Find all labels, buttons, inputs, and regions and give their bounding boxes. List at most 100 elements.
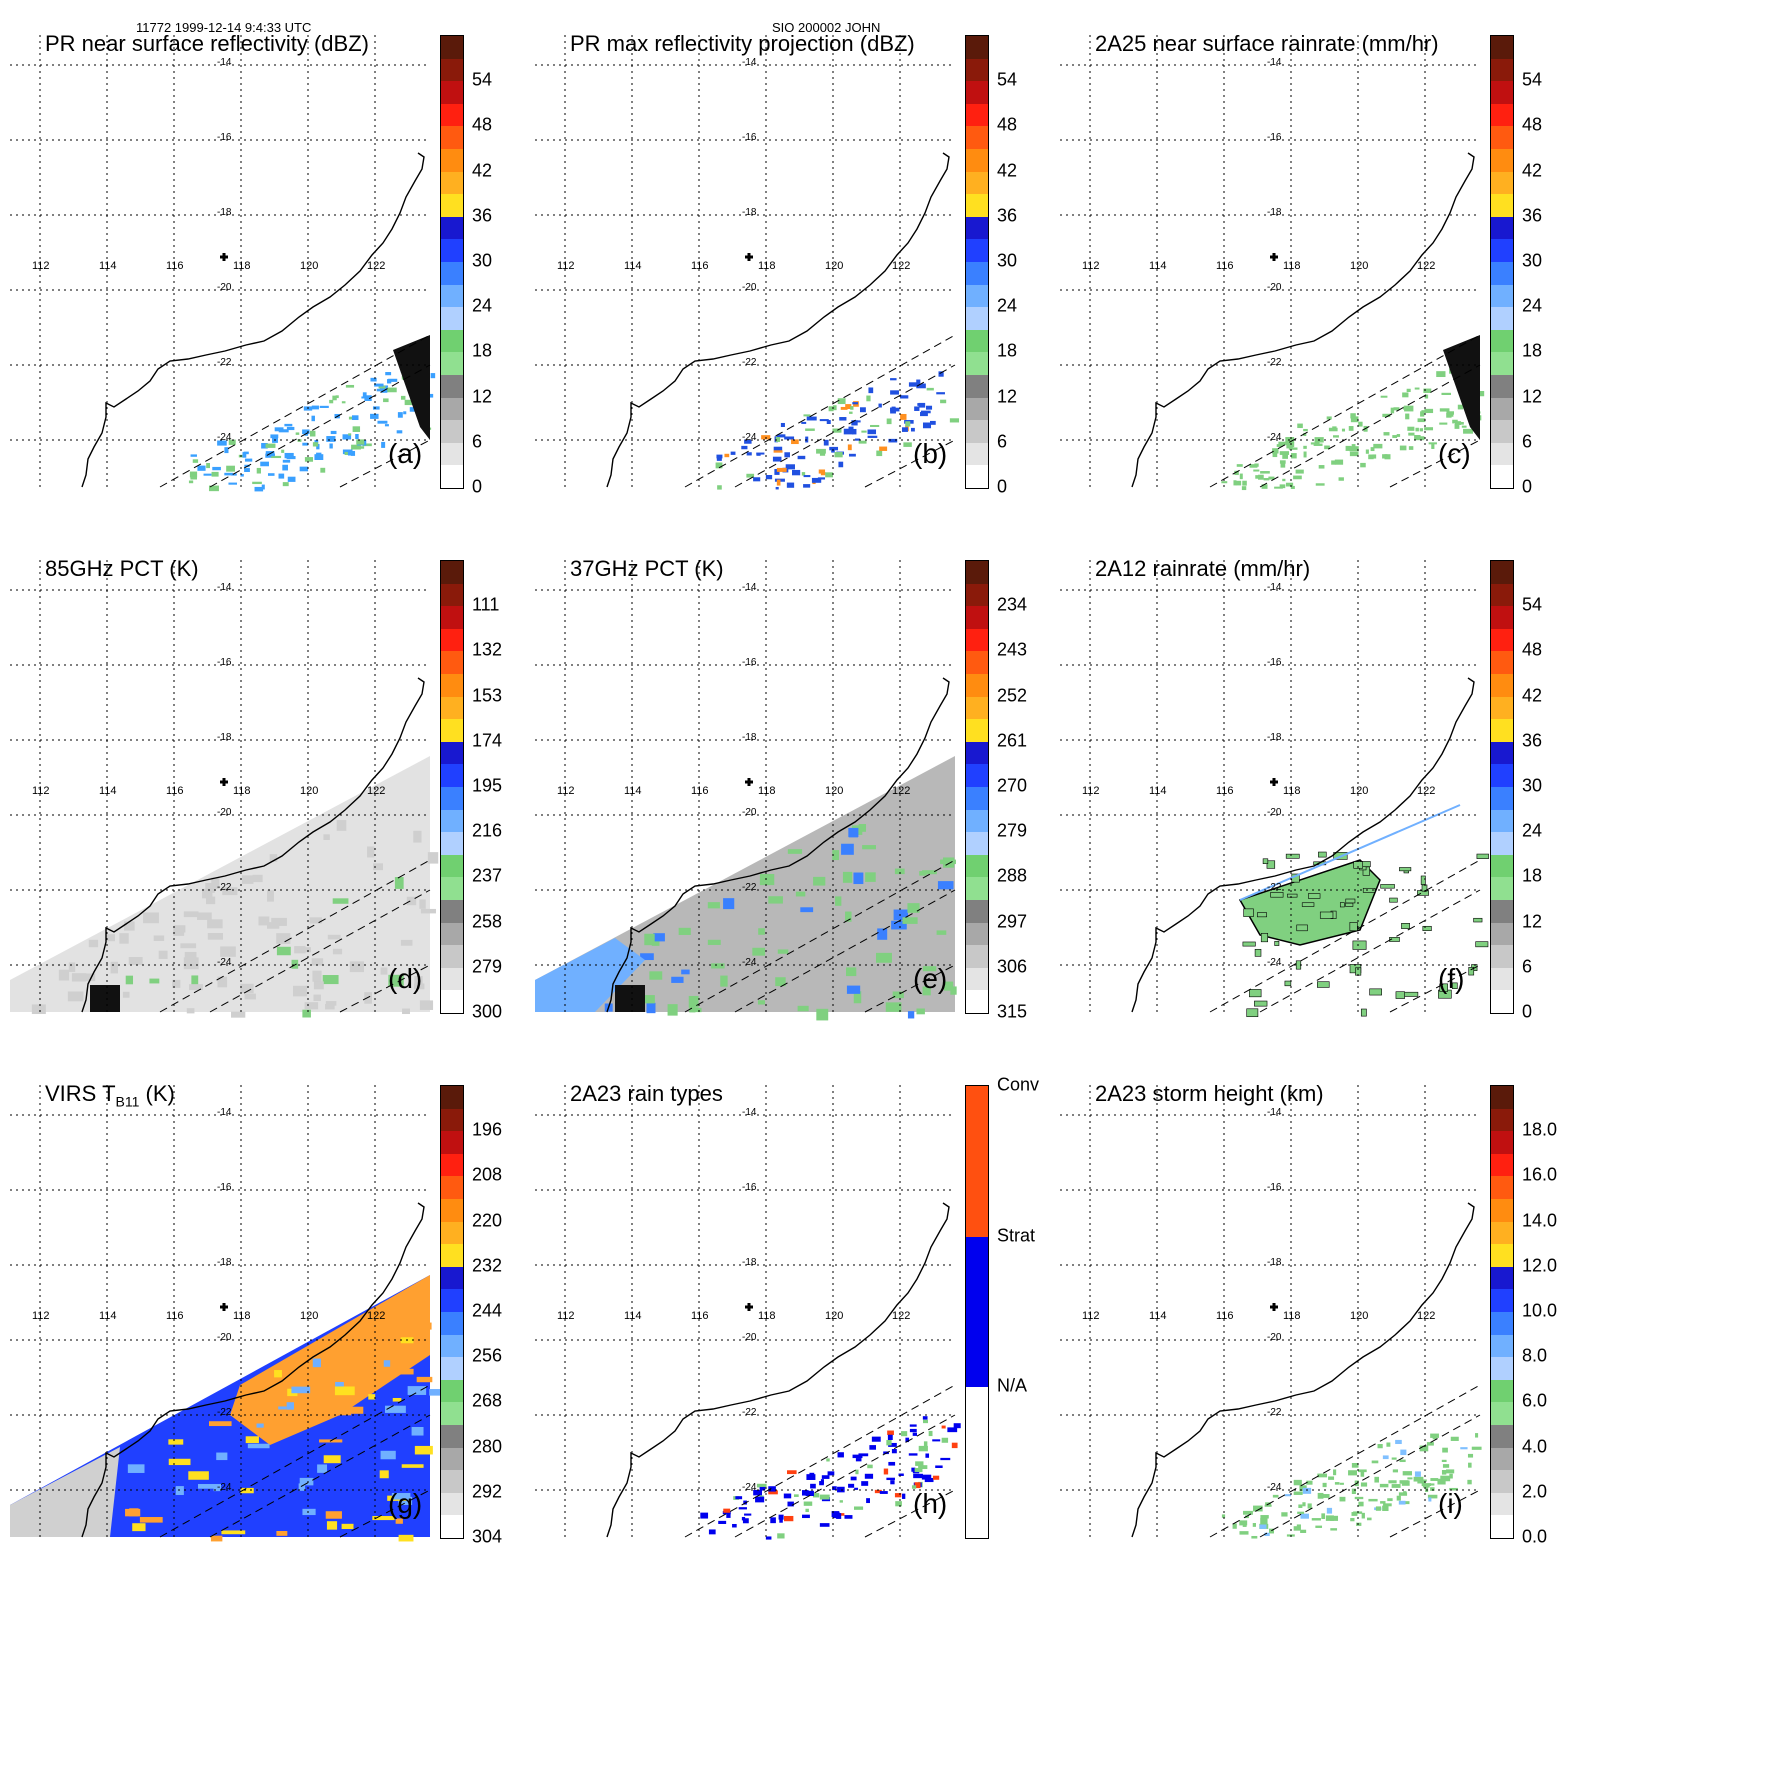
latitude-label: -14 [217, 1107, 232, 1118]
latitude-label: -18 [742, 207, 757, 218]
rain-pixel [1260, 1518, 1268, 1525]
tmi-pixel [853, 872, 864, 885]
tmi-pixel [419, 1000, 434, 1010]
rain-pixel [817, 477, 826, 480]
colorbar-segment [441, 1379, 463, 1403]
colorbar-segment [1491, 397, 1513, 421]
rain-pixel [1424, 1483, 1435, 1486]
rain-pixel [345, 384, 355, 388]
rain-pixel [792, 469, 801, 476]
colorbar-segment [441, 1424, 463, 1448]
colorbar-tick-label: 36 [1522, 205, 1543, 226]
rain-pixel [838, 1513, 845, 1516]
rain-pixel [282, 464, 288, 471]
colorbar [440, 560, 464, 1014]
rain-pixel [895, 1501, 902, 1507]
rain-pixel [1457, 404, 1464, 410]
rain-pixel [746, 473, 755, 478]
rain-pixel [1258, 474, 1264, 480]
rain-pixel [869, 1445, 877, 1450]
rain-pixel [820, 1479, 824, 1485]
rain-pixel [192, 459, 199, 463]
tmi-pixel [651, 937, 660, 946]
rain-pixel [778, 1514, 784, 1520]
rain-pixel [1296, 924, 1308, 932]
colorbar-segment [966, 442, 988, 466]
tmi-pixel [205, 882, 215, 893]
longitude-label: 112 [1082, 1310, 1100, 1322]
rain-pixel [894, 1493, 902, 1498]
rain-pixel [1452, 982, 1458, 989]
colorbar-segment [1491, 1131, 1513, 1154]
rain-pixel [867, 435, 878, 438]
rain-pixel [886, 418, 892, 425]
rain-pixel [1439, 422, 1448, 425]
rain-pixel [818, 469, 826, 474]
rain-pixel [905, 1437, 910, 1443]
tmi-pixel [846, 967, 857, 977]
tmi-pixel [688, 995, 699, 1008]
rain-pixel [1303, 451, 1307, 458]
rain-pixel [914, 406, 920, 411]
colorbar-tick-label: 220 [472, 1210, 503, 1231]
latitude-label: -20 [742, 1332, 757, 1343]
rain-pixel [1319, 911, 1334, 919]
longitude-label: 122 [892, 1310, 911, 1322]
colorbar [1490, 560, 1514, 1014]
colorbar-segment [441, 606, 463, 629]
rain-pixel [1395, 991, 1405, 999]
latitude-label: -16 [1267, 132, 1282, 143]
virs-pixel [198, 1484, 222, 1489]
rain-pixel [1317, 1492, 1324, 1499]
colorbar-segment [1491, 1515, 1513, 1538]
colorbar-tick-label: 48 [472, 114, 493, 135]
virs-pixel [334, 1375, 352, 1380]
tmi-pixel [211, 877, 220, 889]
colorbar-segment [441, 899, 463, 923]
virs-pixel [382, 1354, 406, 1359]
colorbar-segment [441, 1470, 463, 1493]
rain-pixel [851, 428, 857, 435]
rain-pixel [1290, 485, 1295, 489]
rain-pixel [1333, 435, 1339, 438]
rain-pixel [779, 1517, 783, 1523]
rain-pixel [1446, 411, 1455, 415]
rain-pixel [364, 395, 372, 401]
rain-pixel [1440, 1475, 1451, 1482]
rain-pixel [759, 1486, 766, 1491]
rain-pixel [1243, 908, 1254, 917]
latitude-label: -22 [742, 357, 757, 368]
panel-title: 2A23 rain types [570, 1081, 723, 1106]
rain-pixel [1403, 991, 1419, 997]
rain-pixel [900, 413, 907, 420]
plus-icon [1270, 253, 1278, 261]
coastline [1131, 152, 1475, 488]
longitude-label: 114 [624, 785, 642, 797]
tmi-pixel [922, 986, 931, 996]
rain-pixel [1303, 445, 1307, 449]
rain-pixel [735, 1496, 743, 1500]
rain-pixel [858, 440, 867, 444]
colorbar-segment [1491, 103, 1513, 127]
rain-pixel [852, 402, 859, 405]
colorbar-tick-label: 36 [1522, 730, 1543, 751]
rain-pixel [1380, 884, 1395, 889]
rain-pixel [941, 1437, 949, 1443]
tmi-pixel [720, 975, 728, 987]
colorbar-segment [441, 58, 463, 82]
rain-pixel [383, 398, 389, 403]
latitude-label: -14 [742, 57, 757, 68]
colorbar-segment [966, 945, 988, 968]
rain-pixel [864, 1473, 874, 1479]
rain-pixel [1345, 902, 1354, 907]
colorbar-tick-label: 12 [1522, 911, 1543, 932]
longitude-label: 118 [758, 1310, 776, 1322]
tmi-pixel [758, 928, 765, 935]
rain-pixel [732, 1523, 737, 1528]
rain-pixel [811, 477, 822, 483]
colorbar-segment [1491, 36, 1513, 59]
rain-pixel [953, 1423, 961, 1429]
longitude-label: 114 [99, 1310, 117, 1322]
colorbar-segment [1491, 465, 1513, 488]
rain-pixel [932, 1439, 941, 1442]
